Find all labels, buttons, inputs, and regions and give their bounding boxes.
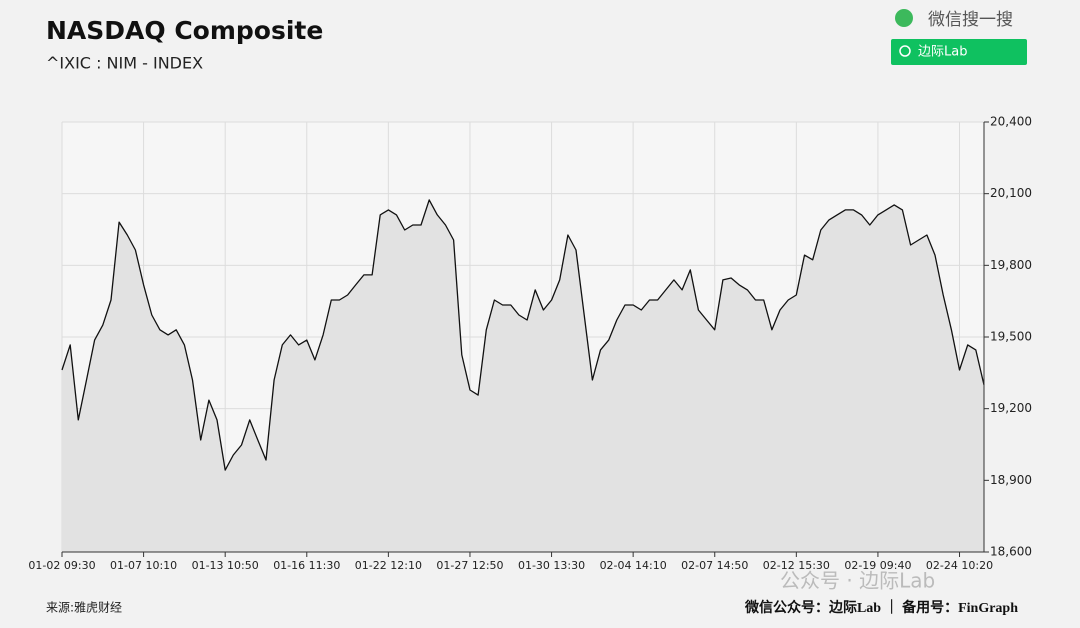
- x-tick-label: 01-27 12:50: [436, 559, 503, 572]
- x-tick-label: 01-02 09:30: [28, 559, 95, 572]
- footer: 微信公众号：边际Lab ｜ 备用号：FinGraph: [744, 599, 1018, 616]
- x-tick-label: 01-22 12:10: [355, 559, 422, 572]
- x-tick-label: 02-24 10:20: [926, 559, 993, 572]
- y-tick-label: 18,600: [990, 545, 1032, 559]
- watermark: 公众号 · 边际Lab: [780, 569, 935, 593]
- x-tick-label: 01-07 10:10: [110, 559, 177, 572]
- search-box[interactable]: [891, 39, 1027, 65]
- x-tick-label: 02-12 15:30: [763, 559, 830, 572]
- y-tick-label: 20,400: [990, 115, 1032, 129]
- source: 来源:雅虎财经: [46, 600, 122, 615]
- x-tick-label: 01-30 13:30: [518, 559, 585, 572]
- x-tick-label: 02-19 09:40: [844, 559, 911, 572]
- x-tick-label: 02-04 14:10: [600, 559, 667, 572]
- x-tick-label: 01-13 10:50: [192, 559, 259, 572]
- plot: 18,600 18,900 19,200 19,500 19,800 20,100 20,4…: [28, 115, 1032, 573]
- y-tick-label: 19,500: [990, 330, 1032, 344]
- search-label: 微信搜一搜: [928, 10, 1013, 30]
- subtitle: ^IXIC : NIM - INDEX: [46, 54, 203, 73]
- y-tick-label: 19,800: [990, 258, 1032, 272]
- area: [62, 199, 984, 552]
- line: [61, 199, 985, 471]
- search-box-text: 边际Lab: [918, 45, 967, 60]
- y-tick-label: 19,200: [990, 401, 1032, 415]
- search-icon: [899, 45, 911, 57]
- x-tick-label: 01-16 11:30: [273, 559, 340, 572]
- y-tick-label: 20,100: [990, 186, 1032, 200]
- wechat-icon: [895, 9, 913, 27]
- y-tick-label: 18,900: [990, 473, 1032, 487]
- x-tick-label: 02-07 14:50: [681, 559, 748, 572]
- chart-title: NASDAQ Composite: [46, 16, 323, 45]
